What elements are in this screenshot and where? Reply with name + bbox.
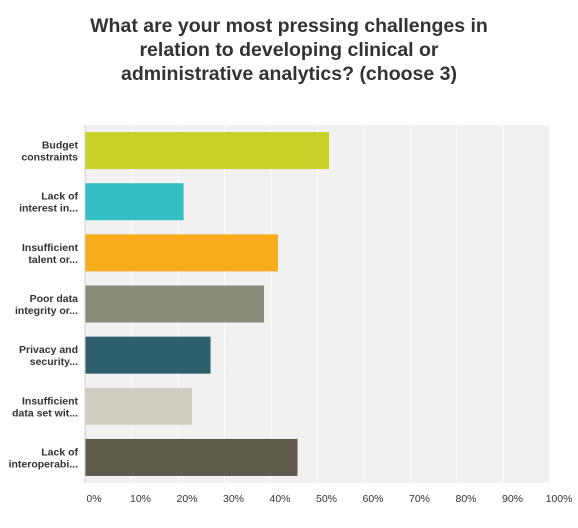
x-tick-label: 20% bbox=[176, 493, 197, 505]
category-label: Lack of interest in... bbox=[19, 191, 78, 215]
category-label: Insufficient data set wit... bbox=[12, 395, 78, 419]
bar bbox=[85, 438, 298, 476]
x-tick-label: 0% bbox=[86, 493, 101, 505]
bar bbox=[85, 183, 184, 221]
bar bbox=[85, 132, 330, 170]
bar bbox=[85, 336, 211, 374]
bar bbox=[85, 234, 278, 272]
x-tick-label: 80% bbox=[455, 493, 476, 505]
x-tick-label: 60% bbox=[362, 493, 383, 505]
x-tick-label: 50% bbox=[316, 493, 337, 505]
x-tick-label: 70% bbox=[409, 493, 430, 505]
x-tick-label: 30% bbox=[223, 493, 244, 505]
chart-title: What are your most pressing challenges i… bbox=[90, 15, 488, 85]
x-tick-label: 100% bbox=[546, 493, 573, 505]
x-tick-label: 40% bbox=[269, 493, 290, 505]
category-label: Privacy and security... bbox=[19, 344, 78, 368]
category-label: Budget constraints bbox=[21, 140, 78, 164]
bar bbox=[85, 285, 265, 323]
category-label: Insufficient talent or... bbox=[22, 242, 79, 266]
x-tick-label: 90% bbox=[502, 493, 523, 505]
category-label: Lack of interoperabi... bbox=[9, 446, 79, 470]
bar bbox=[85, 387, 192, 425]
x-tick-label: 10% bbox=[130, 493, 151, 505]
category-label: Poor data integrity or... bbox=[15, 293, 78, 317]
